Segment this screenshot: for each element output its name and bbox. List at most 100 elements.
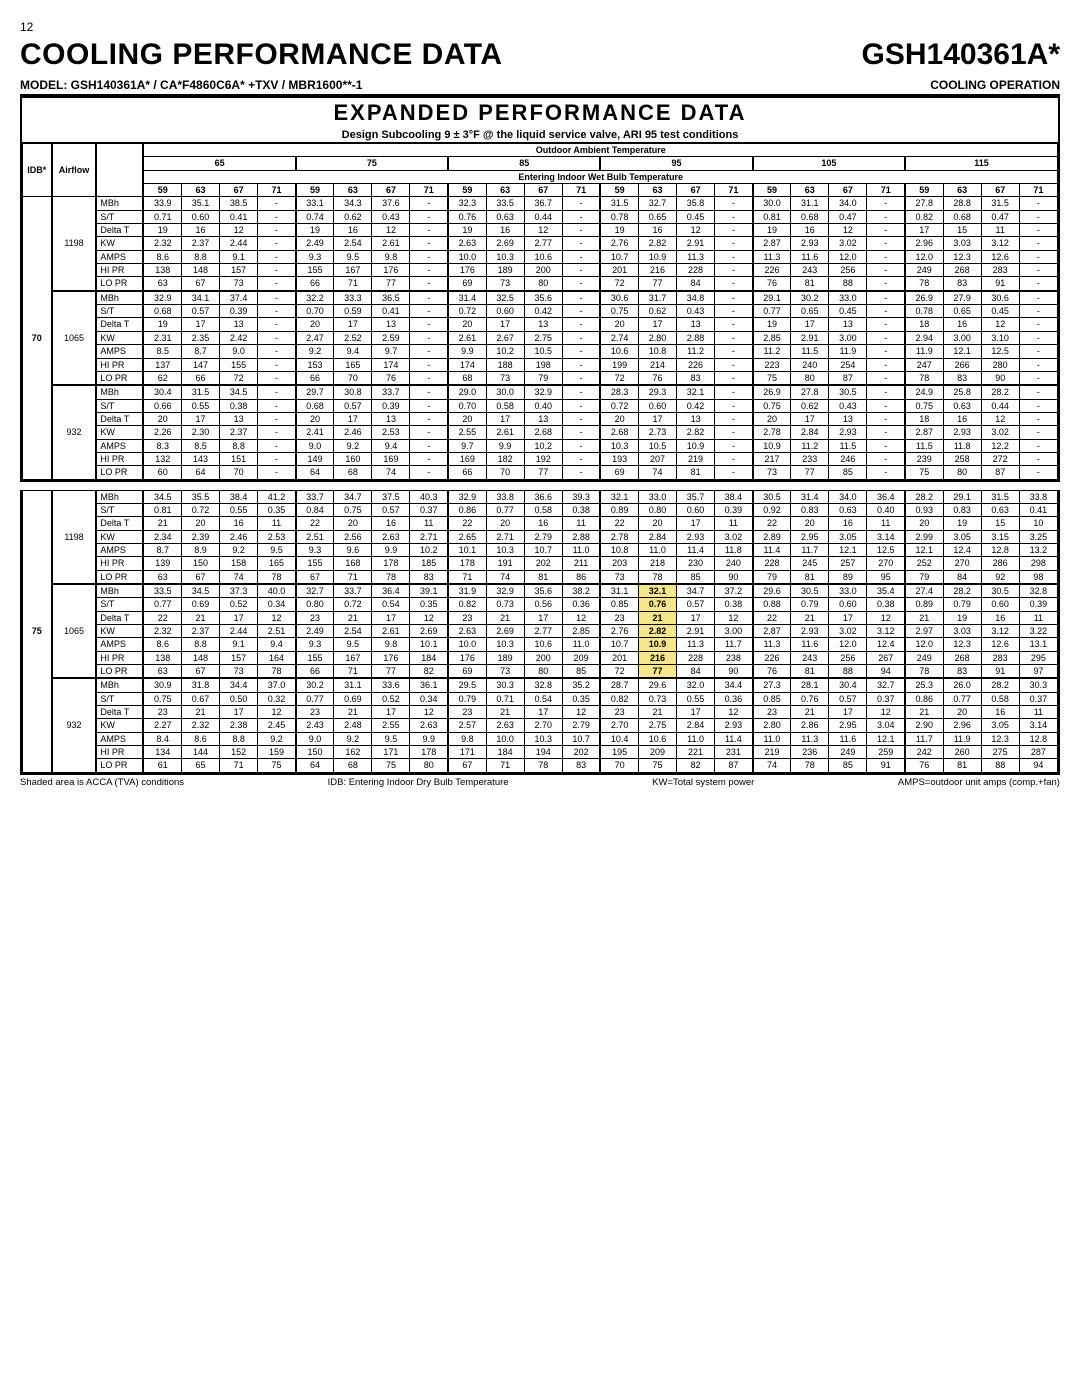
data-cell: 92 bbox=[981, 570, 1019, 584]
data-cell: 2.31 bbox=[143, 331, 181, 344]
data-cell: - bbox=[410, 250, 448, 263]
data-cell: 24.9 bbox=[905, 385, 943, 399]
data-cell: - bbox=[867, 439, 905, 452]
data-cell: - bbox=[867, 452, 905, 465]
data-cell: 17 bbox=[905, 224, 943, 237]
data-cell: 11.5 bbox=[791, 345, 829, 358]
data-cell: - bbox=[1019, 318, 1057, 331]
data-cell: - bbox=[562, 277, 600, 291]
metric-label: Delta T bbox=[96, 224, 143, 237]
data-cell: 0.77 bbox=[143, 598, 181, 611]
data-cell: 0.39 bbox=[372, 399, 410, 412]
data-cell: 3.10 bbox=[981, 331, 1019, 344]
data-cell: 2.68 bbox=[600, 426, 638, 439]
data-cell: 38.2 bbox=[562, 584, 600, 598]
data-cell: 74 bbox=[753, 759, 791, 772]
data-cell: 69 bbox=[448, 277, 486, 291]
data-cell: 71 bbox=[486, 759, 524, 772]
metric-label: HI PR bbox=[96, 746, 143, 759]
data-cell: 0.75 bbox=[905, 399, 943, 412]
data-cell: 35.4 bbox=[867, 584, 905, 598]
data-cell: 139 bbox=[143, 557, 181, 570]
data-cell: 12 bbox=[410, 611, 448, 624]
data-cell: 12.1 bbox=[905, 543, 943, 556]
data-cell: 66 bbox=[182, 371, 220, 385]
data-cell: 2.53 bbox=[258, 530, 296, 543]
metric-label: LO PR bbox=[96, 759, 143, 772]
data-cell: 10.8 bbox=[600, 543, 638, 556]
data-cell: 0.60 bbox=[677, 503, 715, 516]
data-cell: 77 bbox=[791, 466, 829, 479]
data-cell: 230 bbox=[677, 557, 715, 570]
data-cell: 2.55 bbox=[372, 719, 410, 732]
data-cell: 17 bbox=[524, 706, 562, 719]
data-cell: 2.39 bbox=[182, 530, 220, 543]
ewb-col: 67 bbox=[981, 184, 1019, 197]
data-cell: 295 bbox=[1019, 651, 1057, 664]
data-cell: 0.57 bbox=[182, 305, 220, 318]
data-cell: - bbox=[410, 452, 448, 465]
data-cell: 36.4 bbox=[372, 584, 410, 598]
data-cell: 0.57 bbox=[372, 503, 410, 516]
data-cell: - bbox=[867, 210, 905, 223]
data-cell: - bbox=[410, 439, 448, 452]
metric-label: S/T bbox=[96, 210, 143, 223]
data-cell: 12.2 bbox=[981, 439, 1019, 452]
data-cell: 11.6 bbox=[791, 638, 829, 651]
data-cell: 82 bbox=[677, 759, 715, 772]
model-line: MODEL: GSH140361A* / CA*F4860C6A* +TXV /… bbox=[20, 78, 362, 92]
data-cell: 97 bbox=[1019, 665, 1057, 679]
data-cell: 12.6 bbox=[981, 638, 1019, 651]
data-cell: 21 bbox=[791, 611, 829, 624]
metric-label: HI PR bbox=[96, 358, 143, 371]
data-cell: 2.69 bbox=[486, 237, 524, 250]
data-cell: 17 bbox=[829, 611, 867, 624]
data-cell: 12 bbox=[258, 706, 296, 719]
data-cell: 256 bbox=[829, 651, 867, 664]
data-cell: 16 bbox=[524, 517, 562, 530]
metric-label: Delta T bbox=[96, 517, 143, 530]
data-cell: 84 bbox=[677, 665, 715, 679]
data-cell: 12 bbox=[981, 412, 1019, 425]
data-cell: 231 bbox=[715, 746, 753, 759]
data-cell: 20 bbox=[943, 706, 981, 719]
data-cell: 21 bbox=[143, 517, 181, 530]
data-cell: 69 bbox=[448, 665, 486, 679]
data-cell: 98 bbox=[1019, 570, 1057, 584]
data-cell: 38.5 bbox=[220, 197, 258, 210]
data-cell: 10.2 bbox=[524, 439, 562, 452]
data-cell: - bbox=[1019, 264, 1057, 277]
data-cell: 2.61 bbox=[486, 426, 524, 439]
data-cell: 81 bbox=[524, 570, 562, 584]
data-cell: 0.55 bbox=[182, 399, 220, 412]
data-cell: 11.0 bbox=[753, 732, 791, 745]
data-cell: 9.0 bbox=[296, 732, 334, 745]
data-cell: 218 bbox=[638, 557, 676, 570]
data-cell: 81 bbox=[677, 466, 715, 479]
data-cell: 35.5 bbox=[182, 490, 220, 503]
data-cell: 35.6 bbox=[524, 584, 562, 598]
data-cell: 77 bbox=[638, 277, 676, 291]
data-cell: 11.3 bbox=[753, 250, 791, 263]
data-cell: 20 bbox=[448, 318, 486, 331]
data-cell: 64 bbox=[296, 466, 334, 479]
metric-label: AMPS bbox=[96, 250, 143, 263]
data-cell: 2.57 bbox=[448, 719, 486, 732]
data-cell: 30.5 bbox=[791, 584, 829, 598]
data-cell: - bbox=[715, 197, 753, 210]
data-cell: 0.77 bbox=[753, 305, 791, 318]
data-cell: 23 bbox=[600, 706, 638, 719]
data-cell: 91 bbox=[981, 665, 1019, 679]
data-cell: 31.1 bbox=[600, 584, 638, 598]
data-cell: 2.94 bbox=[905, 331, 943, 344]
data-cell: 0.39 bbox=[1019, 598, 1057, 611]
data-cell: 21 bbox=[905, 706, 943, 719]
data-cell: 132 bbox=[143, 452, 181, 465]
data-cell: 144 bbox=[182, 746, 220, 759]
data-cell: 12.4 bbox=[867, 638, 905, 651]
data-cell: 2.54 bbox=[334, 625, 372, 638]
data-cell: 11.2 bbox=[677, 345, 715, 358]
data-cell: 167 bbox=[334, 651, 372, 664]
data-cell: 0.67 bbox=[182, 692, 220, 705]
data-cell: 3.12 bbox=[981, 237, 1019, 250]
